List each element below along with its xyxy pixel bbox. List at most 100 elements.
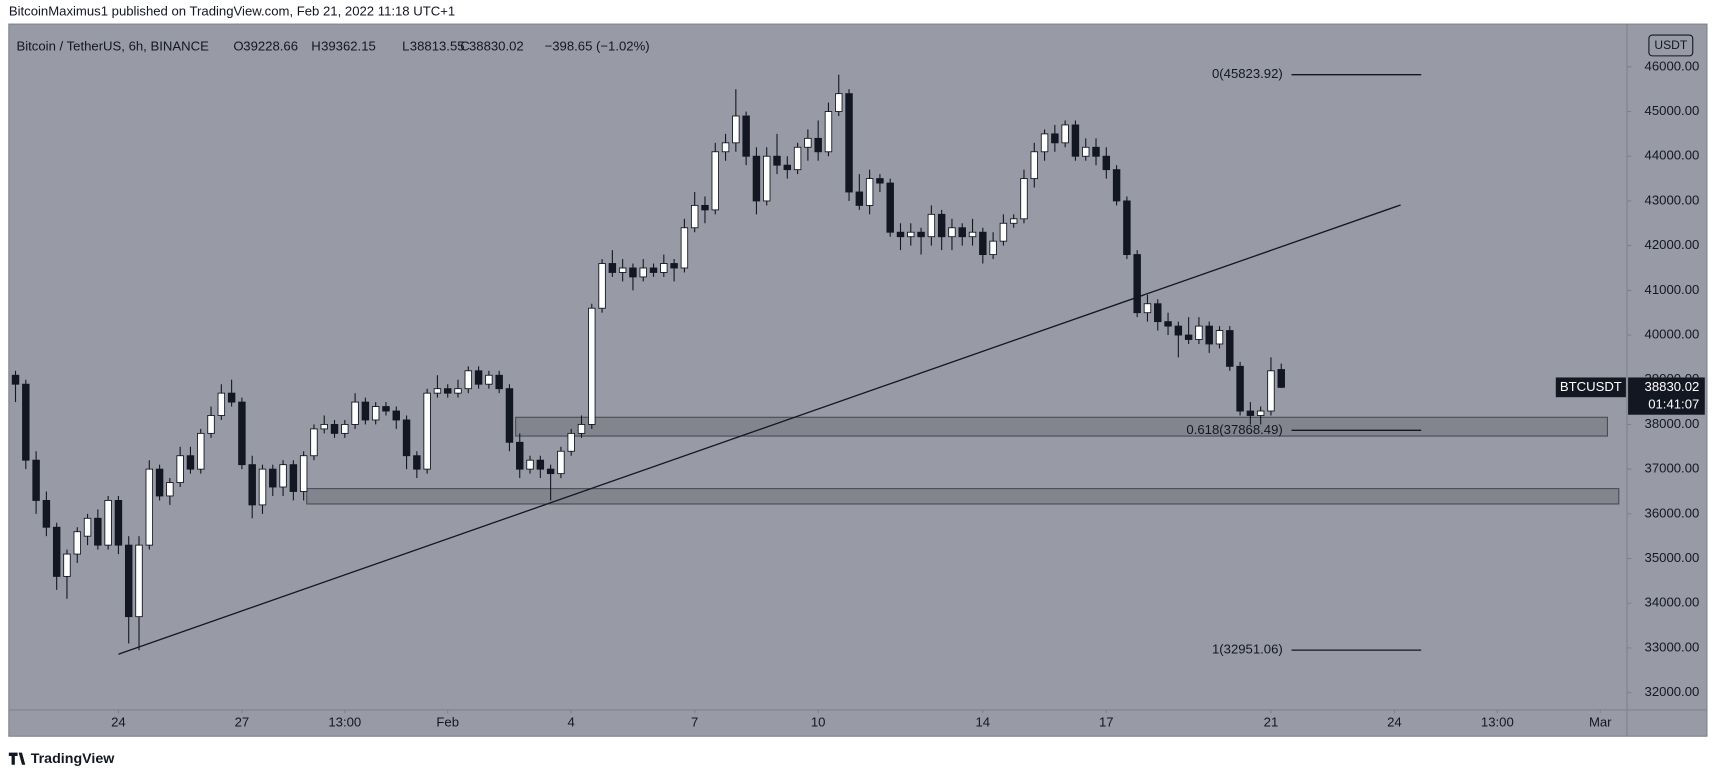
candle-body: [351, 401, 359, 425]
candle-body: [166, 482, 174, 497]
candle-body: [567, 432, 575, 452]
candle-body: [1246, 410, 1255, 416]
candle-body: [762, 155, 771, 202]
candle-body: [382, 406, 390, 412]
candle-body: [1040, 133, 1049, 153]
candle-body: [649, 267, 658, 273]
x-tick-label: 7: [691, 715, 698, 730]
candle-body: [1061, 124, 1069, 144]
zone: [515, 416, 1608, 437]
change: −398.65 (−1.02%): [545, 39, 650, 54]
candle-body: [485, 374, 493, 385]
ticker: BTCUSDT: [1560, 379, 1622, 394]
candle-body: [474, 370, 483, 385]
candle-body: [361, 401, 370, 421]
candle-body: [639, 267, 647, 278]
candle-body: [197, 432, 205, 470]
candle-body: [546, 468, 555, 475]
candle-body: [526, 459, 534, 470]
candle-body: [279, 464, 287, 488]
candle-body: [1277, 369, 1285, 388]
candle-body: [577, 423, 586, 434]
y-tick-label: 38000.00: [1645, 416, 1700, 431]
candle-body: [711, 151, 719, 211]
candle-body: [94, 517, 102, 546]
candle-body: [742, 115, 750, 157]
candle-body: [217, 392, 226, 416]
ohlc-value: 38830.02: [469, 39, 524, 54]
candle-body: [1092, 146, 1100, 157]
candle-body: [1009, 218, 1018, 224]
logo: TradingView: [8, 751, 116, 767]
y-tick-label: 37000.00: [1645, 461, 1700, 476]
candle-body: [690, 204, 699, 229]
candle-body: [207, 415, 215, 434]
y-tick-label: 33000.00: [1645, 639, 1700, 654]
x-tick-label: 24: [1387, 715, 1402, 730]
x-tick-label: 21: [1264, 715, 1279, 730]
x-tick-label: 13:00: [1481, 715, 1514, 730]
candle-body: [917, 231, 925, 238]
zone: [306, 488, 1620, 505]
candle-body: [999, 222, 1008, 242]
candle-body: [1267, 370, 1275, 412]
candle-body: [783, 164, 792, 171]
candle-body: [793, 146, 802, 171]
candle-body: [907, 231, 915, 238]
candle-body: [227, 392, 236, 403]
candle-body: [516, 441, 524, 470]
last-price: 38830.02: [1645, 379, 1700, 394]
logo-icon: [8, 752, 26, 765]
candle-body: [289, 464, 298, 492]
candle-body: [330, 423, 339, 434]
ohlc-value: 38813.55: [410, 39, 465, 54]
candle-body: [1174, 325, 1183, 336]
candle-body: [1195, 325, 1203, 340]
candle-body: [948, 227, 956, 238]
candle-body: [124, 544, 133, 618]
candle-body: [1154, 303, 1162, 323]
candle-body: [505, 388, 514, 443]
candle-body: [855, 191, 864, 206]
candle-body: [1215, 330, 1224, 345]
ohlc-letter: O: [233, 39, 243, 54]
candle-body: [135, 544, 143, 618]
candle-body: [598, 263, 606, 309]
candle-body: [1226, 330, 1234, 367]
candle-body: [680, 227, 689, 269]
candle-body: [608, 263, 617, 273]
y-tick-label: 43000.00: [1645, 192, 1700, 207]
candle-body: [876, 178, 884, 184]
candle-body: [114, 499, 123, 546]
candle-body: [557, 450, 565, 475]
x-tick-label: 17: [1099, 715, 1114, 730]
candle-body: [258, 468, 267, 506]
candle-body: [495, 374, 503, 390]
candle-body: [269, 468, 277, 488]
candle-body: [732, 115, 740, 144]
candle-body: [42, 499, 51, 528]
candle-body: [1143, 303, 1152, 314]
candle-body: [1123, 200, 1131, 256]
candle-body: [186, 455, 195, 470]
candle-body: [63, 553, 71, 577]
candle-body: [11, 374, 20, 385]
candle-body: [536, 459, 545, 470]
candle-body: [423, 392, 431, 470]
candle-body: [886, 182, 894, 233]
candle-body: [629, 267, 637, 278]
candle-body: [1164, 321, 1172, 327]
candle-body: [1133, 254, 1141, 314]
candle-body: [618, 267, 627, 273]
brand: TradingView: [31, 751, 116, 767]
y-tick-label: 36000.00: [1645, 505, 1700, 520]
ticker-box: [1555, 377, 1626, 398]
candle-body: [443, 388, 452, 394]
candle-body: [1051, 133, 1059, 144]
symbol: Bitcoin / TetherUS, 6h, BINANCE: [16, 39, 209, 54]
candle-body: [341, 423, 349, 434]
candle-body: [238, 401, 246, 466]
y-tick-label: 35000.00: [1645, 550, 1700, 565]
ohlc-value: 39362.15: [321, 39, 376, 54]
